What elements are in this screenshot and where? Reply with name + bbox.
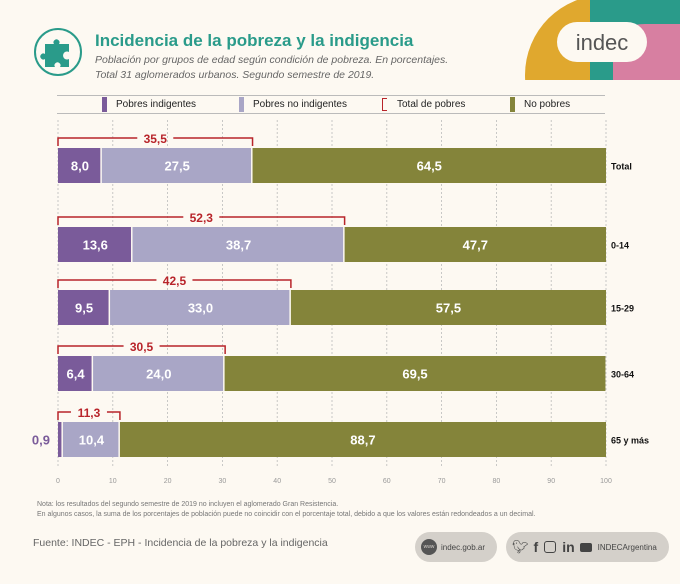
x-tick-label: 10: [109, 478, 117, 485]
bar-segment: [132, 227, 344, 262]
bar-segment: [58, 148, 101, 183]
legend-label: Pobres indigentes: [116, 99, 197, 110]
total-label: 42,5: [163, 274, 187, 288]
legend-swatch: [102, 97, 107, 112]
bar-segment: [93, 356, 224, 391]
legend-item-no-pobres: No pobres: [510, 96, 570, 113]
total-bracket: [57, 137, 254, 146]
category-label: Total: [611, 162, 632, 172]
source-text: Fuente: INDEC - EPH - Incidencia de la p…: [33, 537, 328, 549]
category-label: 30-64: [611, 370, 634, 380]
total-label: 35,5: [144, 132, 168, 146]
bar-segment: [58, 227, 132, 262]
total-label: 11,3: [78, 406, 101, 420]
data-label: 6,4: [66, 367, 85, 382]
youtube-icon[interactable]: [579, 542, 592, 552]
page-title: Incidencia de la pobreza y la indigencia: [95, 31, 414, 50]
x-tick-label: 90: [547, 478, 555, 485]
data-label: 57,5: [436, 301, 461, 316]
chart: 0 10 20 30 40 50 60 70 80 90 100 8,0 27,5 64,5 35,5 Tot…: [32, 120, 649, 485]
subtitle-line-1: Población por grupos de edad según condi…: [95, 54, 449, 66]
data-label: 9,5: [75, 301, 93, 316]
legend-item-indigentes: Pobres indigentes: [102, 96, 196, 113]
social-handle[interactable]: INDECArgentina: [597, 542, 657, 552]
footnote-line-1: Nota: los resultados del segundo semestr…: [37, 501, 339, 508]
logo-text: indec: [576, 30, 629, 55]
data-label: 0,9: [32, 433, 50, 448]
legend-label: No pobres: [524, 99, 571, 110]
data-label: 10,4: [79, 433, 105, 448]
bar-segment: [58, 290, 109, 325]
data-label: 27,5: [165, 159, 190, 174]
x-tick-label: 20: [164, 478, 172, 485]
footnote-line-2: En algunos casos, la suma de los porcent…: [37, 510, 536, 518]
total-label: 52,3: [190, 211, 214, 225]
legend-label: Total de pobres: [397, 99, 466, 110]
bar-segment: [101, 148, 252, 183]
bar-segment: [119, 422, 606, 457]
logo-pill: [557, 22, 647, 62]
x-tick-label: 50: [328, 478, 336, 485]
total-bracket: [57, 411, 121, 420]
bar-segment: [224, 356, 606, 391]
footnote: Nota: los resultados del segundo semestr…: [37, 500, 536, 519]
social-links: 🐦︎ f in INDECArgentina: [506, 532, 669, 562]
legend: Pobres indigentes Pobres no indigentes T…: [57, 95, 605, 114]
total-bracket: [57, 279, 292, 288]
legend-swatch: [510, 97, 515, 112]
category-label: 65 y más: [611, 436, 649, 446]
bar-segment: [290, 290, 606, 325]
data-label: 47,7: [463, 238, 488, 253]
x-tick-label: 40: [273, 478, 281, 485]
data-label: 38,7: [226, 238, 251, 253]
data-label: 69,5: [402, 367, 427, 382]
data-label: 88,7: [350, 433, 375, 448]
data-label: 64,5: [417, 159, 442, 174]
total-label: 30,5: [130, 340, 154, 354]
bar-segment: [344, 227, 606, 262]
data-label: 13,6: [83, 238, 108, 253]
bar-segment: [62, 422, 119, 457]
x-tick-label: 100: [600, 478, 612, 485]
bar-segment: [110, 290, 290, 325]
instagram-icon[interactable]: [544, 541, 557, 553]
category-label: 15-29: [611, 304, 634, 314]
bar-segment: [58, 422, 62, 457]
bar-segment: [252, 148, 607, 183]
bar-segment: [58, 356, 92, 391]
facebook-icon[interactable]: f: [533, 539, 539, 555]
total-bracket: [57, 345, 226, 354]
website-link[interactable]: www indec.gob.ar: [415, 532, 497, 562]
linkedin-icon[interactable]: in: [562, 539, 575, 555]
legend-swatch: [239, 97, 244, 112]
legend-item-total-pobres: Total de pobres: [382, 96, 465, 113]
legend-item-no-indigentes: Pobres no indigentes: [239, 96, 347, 113]
total-bracket: [57, 216, 346, 225]
data-label: 24,0: [146, 367, 171, 382]
data-label: 8,0: [71, 159, 89, 174]
x-tick-label: 60: [383, 478, 391, 485]
www-icon: www: [421, 539, 437, 555]
data-label: 33,0: [188, 301, 213, 316]
x-tick-label: 0: [56, 478, 60, 485]
subtitle-line-2: Total 31 aglomerados urbanos. Segundo se…: [95, 69, 375, 81]
legend-bracket-icon: [382, 98, 387, 111]
x-tick-label: 80: [493, 478, 501, 485]
twitter-icon[interactable]: 🐦︎: [512, 539, 529, 554]
logo-background: indec: [525, 0, 680, 80]
website-label: indec.gob.ar: [441, 542, 486, 552]
x-tick-label: 30: [219, 478, 227, 485]
puzzle-icon: [34, 28, 82, 76]
category-label: 0-14: [611, 241, 629, 251]
x-tick-label: 70: [438, 478, 446, 485]
legend-label: Pobres no indigentes: [253, 99, 347, 110]
